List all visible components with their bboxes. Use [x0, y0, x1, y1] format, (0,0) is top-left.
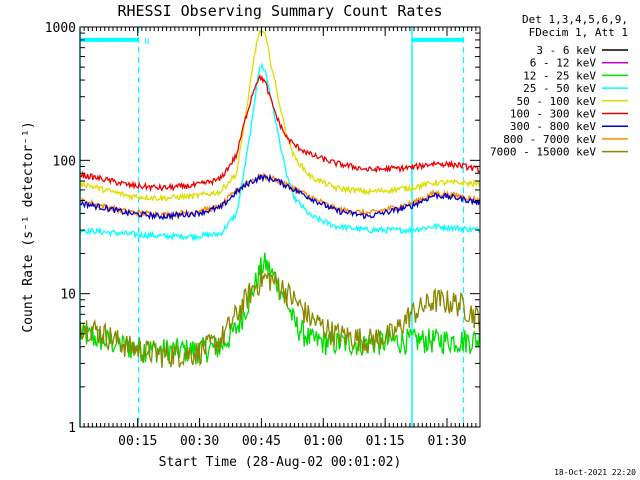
legend-label: 300 - 800 keV — [510, 120, 596, 133]
legend-label: 800 - 7000 keV — [503, 133, 596, 146]
y-tick-label: 1 — [68, 421, 76, 436]
legend-label: 7000 - 15000 keV — [490, 146, 596, 159]
y-tick-label: 1000 — [45, 21, 76, 36]
legend-header-2: FDecim 1, Att 1 — [529, 26, 628, 39]
series-line-50-100-kev — [79, 28, 481, 202]
x-tick-label: 00:15 — [118, 434, 157, 449]
x-tick-label: 00:45 — [242, 434, 281, 449]
x-tick-label: 00:30 — [180, 434, 219, 449]
legend-label: 6 - 12 keV — [530, 57, 597, 70]
series-line-100-300-kev — [80, 74, 480, 193]
y-axis-label: Count Rate (s⁻¹ detector⁻¹) — [21, 121, 36, 332]
x-ticks: 00:15 00:30 00:45 01:00 01:15 01:30 — [79, 27, 481, 449]
series-line-300-800-kev — [80, 173, 481, 221]
x-tick-label: 01:30 — [427, 434, 466, 449]
series-line-7000-15000-kev — [79, 268, 481, 369]
legend-label: 25 - 50 keV — [523, 82, 596, 95]
night-label: N — [145, 37, 150, 46]
plot-frame — [79, 26, 481, 428]
legend-label: 50 - 100 keV — [517, 95, 597, 108]
orbit-markers: N — [79, 27, 465, 427]
y-tick-label: 100 — [53, 154, 76, 169]
timestamp: 18-Oct-2021 22:20 — [554, 468, 636, 477]
series-line-12-25-kev — [79, 252, 481, 364]
chart-title: RHESSI Observing Summary Count Rates — [117, 2, 442, 20]
y-ticks: 1 10 100 1000 — [45, 21, 480, 436]
series-group — [79, 28, 481, 369]
x-tick-label: 01:15 — [366, 434, 405, 449]
x-axis-label: Start Time (28-Aug-02 00:01:02) — [159, 455, 402, 470]
axes — [79, 26, 481, 428]
x-tick-label: 01:00 — [304, 434, 343, 449]
legend-label: 12 - 25 keV — [523, 69, 596, 82]
y-tick-label: 10 — [60, 288, 76, 303]
legend-label: 100 - 300 keV — [510, 108, 596, 121]
series-line-25-50-kev — [79, 61, 481, 242]
legend-header-1: Det 1,3,4,5,6,9, — [522, 13, 628, 26]
legend-label: 3 - 6 keV — [536, 44, 596, 57]
